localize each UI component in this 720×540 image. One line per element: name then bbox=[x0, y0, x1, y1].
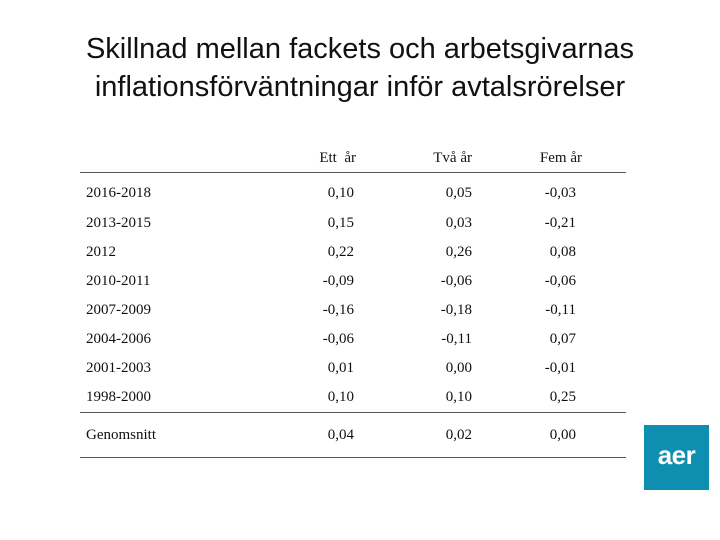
row-period-label: 1998-2000 bbox=[86, 389, 151, 405]
table-row: 2012 0,22 0,26 0,08 bbox=[80, 238, 626, 267]
slide-title: Skillnad mellan fackets och arbetsgivarn… bbox=[0, 30, 720, 106]
row-period-label: 2010-2011 bbox=[86, 273, 151, 289]
header-two-years: Två år bbox=[364, 150, 494, 173]
row-period-label: 2007-2009 bbox=[86, 302, 151, 318]
cell-two-years: -0,06 bbox=[440, 273, 472, 289]
cell-one-year: 0,10 bbox=[327, 184, 354, 201]
row-period-label: 2012 bbox=[86, 244, 116, 260]
cell-five-years: -0,06 bbox=[544, 273, 576, 289]
average-row: Genomsnitt 0,04 0,02 0,00 bbox=[80, 412, 626, 458]
cell-two-years: -0,18 bbox=[440, 302, 472, 318]
inflation-expectations-table-wrapper: Ett år Två år Fem år 2016-2018 0,10 0,05… bbox=[80, 150, 626, 458]
cell-five-years: -0,11 bbox=[545, 302, 576, 318]
table-row: 2013-2015 0,15 0,03 -0,21 bbox=[80, 209, 626, 238]
aer-logo-text: aer bbox=[657, 440, 696, 470]
average-two-years: 0,02 bbox=[364, 412, 494, 458]
table-header: Ett år Två år Fem år bbox=[80, 150, 626, 173]
table-footer: Genomsnitt 0,04 0,02 0,00 bbox=[80, 412, 626, 458]
row-period-label: 2001-2003 bbox=[86, 360, 151, 376]
cell-one-year: 0,15 bbox=[327, 215, 354, 231]
cell-five-years: 0,07 bbox=[549, 331, 576, 347]
header-one-year: Ett år bbox=[244, 150, 364, 173]
aer-logo: aer bbox=[644, 425, 709, 490]
table-row: 2016-2018 0,10 0,05 -0,03 bbox=[80, 173, 626, 210]
cell-one-year: 0,01 bbox=[327, 360, 354, 376]
table-row: 2007-2009 -0,16 -0,18 -0,11 bbox=[80, 296, 626, 325]
header-five-years: Fem år bbox=[494, 150, 626, 173]
cell-two-years: 0,10 bbox=[445, 389, 472, 405]
table-row: 2004-2006 -0,06 -0,11 0,07 bbox=[80, 325, 626, 354]
cell-five-years: 0,25 bbox=[549, 389, 576, 405]
header-row: Ett år Två år Fem år bbox=[80, 150, 626, 173]
cell-one-year: -0,16 bbox=[322, 302, 354, 318]
cell-one-year: -0,06 bbox=[322, 331, 354, 347]
cell-two-years: 0,05 bbox=[445, 184, 472, 201]
table-body: 2016-2018 0,10 0,05 -0,03 2013-2015 0,15… bbox=[80, 173, 626, 413]
row-period-label: 2004-2006 bbox=[86, 331, 151, 347]
cell-five-years: -0,21 bbox=[544, 215, 576, 231]
cell-two-years: -0,11 bbox=[441, 331, 472, 347]
row-period-label: 2013-2015 bbox=[86, 215, 151, 231]
inflation-expectations-table: Ett år Två år Fem år 2016-2018 0,10 0,05… bbox=[80, 150, 626, 458]
cell-five-years: -0,03 bbox=[544, 184, 576, 201]
cell-two-years: 0,00 bbox=[445, 360, 472, 376]
average-five-years: 0,00 bbox=[494, 412, 626, 458]
cell-five-years: -0,01 bbox=[544, 360, 576, 376]
cell-two-years: 0,26 bbox=[445, 244, 472, 260]
row-period-label: 2016-2018 bbox=[86, 184, 151, 201]
cell-one-year: 0,22 bbox=[327, 244, 354, 260]
title-line-2: inflationsförväntningar inför avtalsröre… bbox=[94, 71, 626, 103]
average-label: Genomsnitt bbox=[80, 412, 244, 458]
table-row: 1998-2000 0,10 0,10 0,25 bbox=[80, 383, 626, 413]
title-line-1: Skillnad mellan fackets och arbetsgivarn… bbox=[85, 33, 635, 65]
cell-five-years: 0,08 bbox=[549, 244, 576, 260]
table-row: 2010-2011 -0,09 -0,06 -0,06 bbox=[80, 267, 626, 296]
average-one-year: 0,04 bbox=[244, 412, 364, 458]
cell-two-years: 0,03 bbox=[445, 215, 472, 231]
cell-one-year: 0,10 bbox=[327, 389, 354, 405]
table-row: 2001-2003 0,01 0,00 -0,01 bbox=[80, 354, 626, 383]
header-empty bbox=[80, 150, 244, 173]
cell-one-year: -0,09 bbox=[322, 273, 354, 289]
